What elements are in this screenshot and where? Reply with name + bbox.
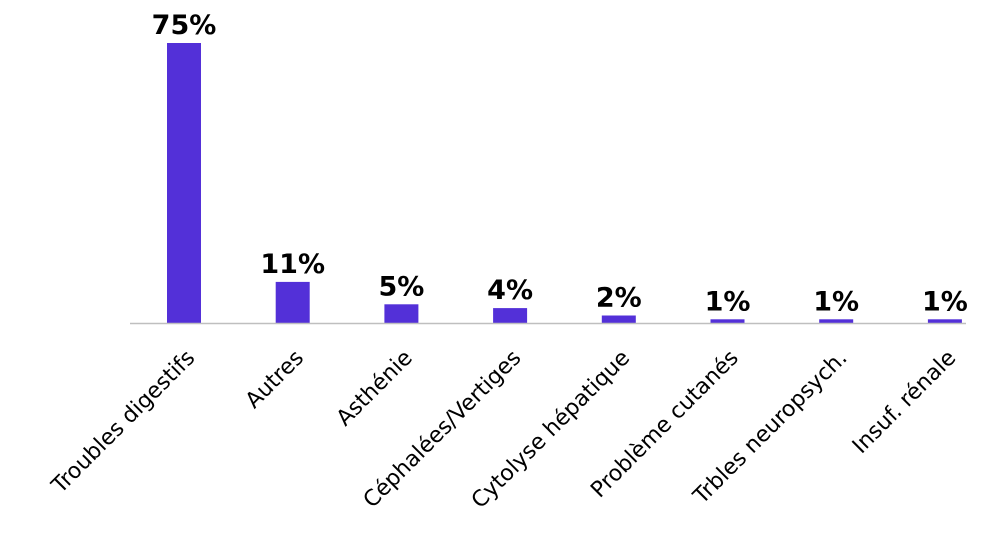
value-label-8: 1% — [922, 286, 968, 317]
value-label-2: 11% — [260, 249, 325, 280]
value-label-6: 1% — [705, 286, 751, 317]
value-label-3: 5% — [378, 271, 424, 302]
bars-layer — [167, 43, 962, 323]
value-labels-layer: 75% 11% 5% 4% 2% 1% 1% 1% — [152, 10, 968, 317]
bar-2 — [275, 281, 310, 323]
category-label-2: Autres — [241, 346, 309, 414]
category-label-8: Insuf. rénale — [848, 346, 961, 459]
bar-7 — [819, 319, 854, 323]
value-label-4: 4% — [487, 275, 533, 306]
bar-4 — [493, 308, 528, 323]
bar-8 — [927, 319, 962, 323]
category-labels-layer: Troubles digestifs Autres AsthénieCéphalée… — [47, 346, 962, 514]
category-label-1: Troubles digestifs — [47, 346, 201, 500]
value-label-7: 1% — [813, 286, 859, 317]
category-label-3: Asthénie — [332, 346, 418, 432]
bar-3 — [384, 304, 419, 323]
bar-6 — [710, 319, 745, 323]
bar-1 — [167, 43, 201, 323]
value-label-1: 75% — [152, 10, 217, 41]
value-label-5: 2% — [596, 283, 642, 314]
bar-5 — [601, 315, 636, 323]
